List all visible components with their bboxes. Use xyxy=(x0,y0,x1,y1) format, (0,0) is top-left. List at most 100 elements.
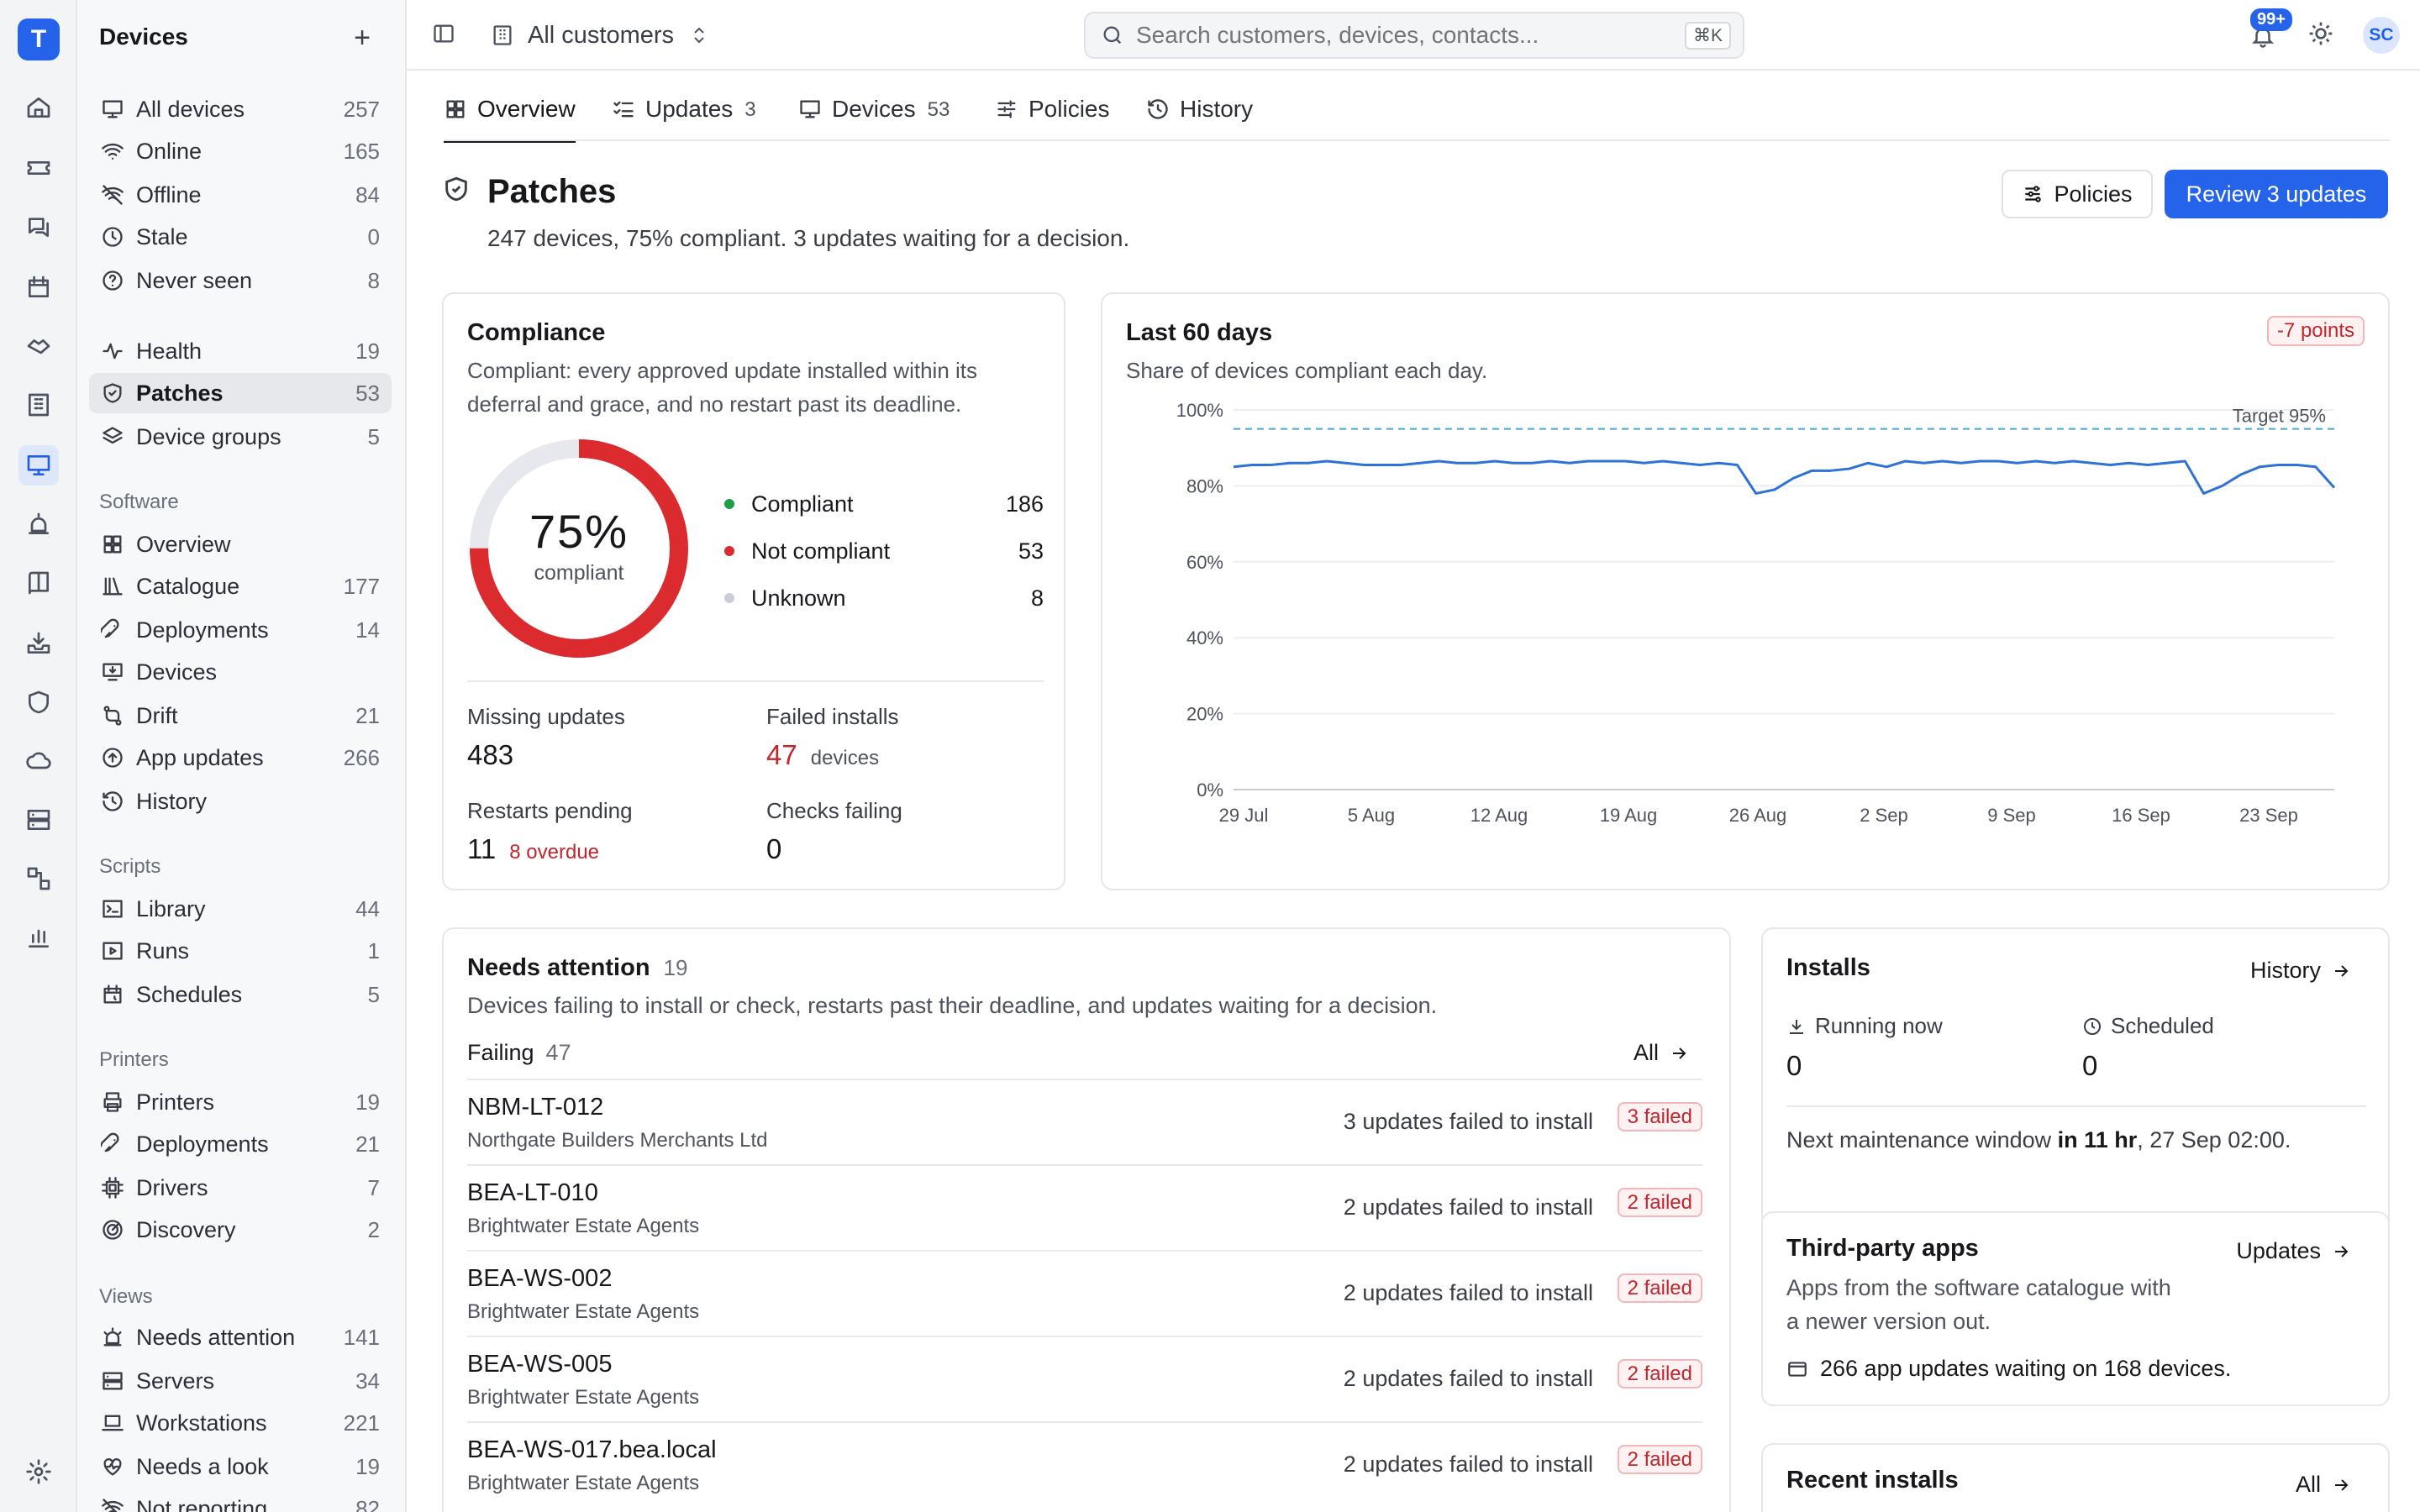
sidebar-item-needs-a-look[interactable]: Needs a look 19 xyxy=(89,1446,392,1487)
tab-devices[interactable]: Devices 53 xyxy=(798,96,950,143)
legend-item-compliant[interactable]: Compliant 186 xyxy=(724,487,1044,521)
sidebar: Devices + All devices 257 Online 165 Offline… xyxy=(77,0,407,1512)
tab-history[interactable]: History xyxy=(1146,96,1253,143)
recent-installs-all-link[interactable]: All xyxy=(2296,1472,2351,1498)
sidebar-item-count: 84 xyxy=(355,181,380,207)
installs-history-link[interactable]: History xyxy=(2250,958,2351,984)
sidebar-item-count: 21 xyxy=(355,702,380,728)
failing-all-link[interactable]: All xyxy=(1634,1040,1689,1066)
rail-item-monitor[interactable] xyxy=(18,445,59,486)
tab-updates[interactable]: Updates 3 xyxy=(612,96,756,143)
table-row[interactable]: BEA-LT-010 Brightwater Estate Agents 2 upd… xyxy=(467,1164,1702,1250)
sidebar-item-app-updates[interactable]: App updates 266 xyxy=(89,738,392,778)
tab-count: 53 xyxy=(927,98,950,121)
table-row[interactable]: BEA-WS-002 Brightwater Estate Agents 2 upd… xyxy=(467,1250,1702,1336)
legend-value: 186 xyxy=(1005,491,1044,517)
failed-installs-stat[interactable]: 47 devices xyxy=(766,739,879,771)
rail-item-settings[interactable] xyxy=(18,1452,59,1492)
avatar[interactable]: SC xyxy=(2363,17,2400,54)
sidebar-item-servers[interactable]: Servers 34 xyxy=(89,1361,392,1401)
sidebar-item-schedules[interactable]: Schedules 5 xyxy=(89,974,392,1015)
tab-overview[interactable]: Overview xyxy=(444,96,576,143)
sidebar-item-drivers[interactable]: Drivers 7 xyxy=(89,1168,392,1208)
trend-card: Last 60 days Share of devices compliant … xyxy=(1101,292,2390,890)
sidebar-item-patches[interactable]: Patches 53 xyxy=(89,373,392,413)
compliance-desc-1: Compliant: every approved update install… xyxy=(467,358,978,383)
sidebar-item-count: 21 xyxy=(355,1131,380,1157)
rail-item-workflow[interactable] xyxy=(18,858,59,899)
customer-selector[interactable]: All customers xyxy=(491,17,709,54)
sidebar-item-printers[interactable]: Printers 19 xyxy=(89,1082,392,1122)
sidebar-item-all-devices[interactable]: All devices 257 xyxy=(89,89,392,129)
review-updates-label: Review 3 updates xyxy=(2186,181,2367,207)
third-party-updates-link[interactable]: Updates xyxy=(2236,1238,2351,1264)
rail-item-bar-chart[interactable] xyxy=(18,917,59,958)
table-row[interactable]: BEA-WS-017.bea.local Brightwater Estate A… xyxy=(467,1421,1702,1507)
rail-item-server[interactable] xyxy=(18,800,59,840)
legend-item-not-compliant[interactable]: Not compliant 53 xyxy=(724,534,1044,568)
notifications-button[interactable]: 99+ xyxy=(2250,8,2292,52)
legend-item-unknown[interactable]: Unknown 8 xyxy=(724,581,1044,615)
failed-badge: 2 failed xyxy=(1617,1188,1702,1217)
arrow-right-icon xyxy=(2335,1245,2349,1257)
sidebar-item-label: Patches xyxy=(136,380,224,406)
cloud-icon xyxy=(26,752,51,769)
sidebar-item-catalogue[interactable]: Catalogue 177 xyxy=(89,566,392,606)
row-message: 2 updates failed to install xyxy=(1343,1366,1593,1391)
policies-button[interactable]: Policies xyxy=(2002,170,2153,218)
rail-item-ticket[interactable] xyxy=(18,148,59,188)
rail-item-chat[interactable] xyxy=(18,207,59,247)
sidebar-item-deployments[interactable]: Deployments 21 xyxy=(89,1124,392,1164)
rail-item-inbox-download[interactable] xyxy=(18,623,59,664)
sidebar-item-label: Offline xyxy=(136,181,202,207)
sidebar-item-stale[interactable]: Stale 0 xyxy=(89,217,392,257)
sidebar-toggle-icon[interactable] xyxy=(432,22,459,49)
table-row[interactable]: BEA-WS-005 Brightwater Estate Agents 2 upd… xyxy=(467,1336,1702,1421)
add-icon[interactable]: + xyxy=(354,21,371,54)
main-content: Overview Updates 3 Devices 53 Policies History… xyxy=(407,71,2420,1512)
app-logo[interactable]: T xyxy=(18,18,60,60)
sidebar-item-health[interactable]: Health 19 xyxy=(89,331,392,371)
rail-item-alarm[interactable] xyxy=(18,504,59,544)
rail-item-shield[interactable] xyxy=(18,682,59,722)
sidebar-item-history[interactable]: History xyxy=(89,781,392,822)
restarts-pending-stat: 11 8 overdue xyxy=(467,833,599,865)
rail-item-cloud[interactable] xyxy=(18,741,59,781)
failing-count: 47 xyxy=(545,1040,571,1065)
search-input[interactable] xyxy=(1136,22,1674,49)
sidebar-item-workstations[interactable]: Workstations 221 xyxy=(89,1403,392,1443)
tab-policies[interactable]: Policies xyxy=(995,96,1109,143)
grid-icon xyxy=(103,535,122,554)
rail-item-building[interactable] xyxy=(18,385,59,425)
sidebar-item-runs[interactable]: Runs 1 xyxy=(89,931,392,971)
sidebar-item-needs-attention[interactable]: Needs attention 141 xyxy=(89,1317,392,1357)
sidebar-item-drift[interactable]: Drift 21 xyxy=(89,696,392,736)
search-box[interactable]: ⌘K xyxy=(1084,12,1744,59)
sidebar-item-label: History xyxy=(136,788,208,814)
sidebar-item-library[interactable]: Library 44 xyxy=(89,889,392,929)
sidebar-item-online[interactable]: Online 165 xyxy=(89,131,392,171)
radar-icon xyxy=(103,1220,123,1240)
sidebar-item-not-reporting[interactable]: Not reporting 82 xyxy=(89,1488,392,1512)
rail-item-calendar[interactable] xyxy=(18,267,59,307)
sidebar-item-discovery[interactable]: Discovery 2 xyxy=(89,1210,392,1250)
sidebar-item-devices[interactable]: Devices xyxy=(89,652,392,692)
git-compare-icon xyxy=(103,706,122,726)
table-row[interactable]: NBM-LT-012 Northgate Builders Merchants L… xyxy=(467,1079,1702,1164)
sidebar-item-offline[interactable]: Offline 84 xyxy=(89,175,392,215)
rocket-icon xyxy=(101,1132,119,1152)
sidebar-item-device-groups[interactable]: Device groups 5 xyxy=(89,417,392,457)
sidebar-item-overview[interactable]: Overview xyxy=(89,524,392,564)
sidebar-item-never-seen[interactable]: Never seen 8 xyxy=(89,260,392,301)
library-icon xyxy=(103,577,123,596)
restarts-overdue[interactable]: 8 overdue xyxy=(509,841,600,864)
theme-toggle[interactable] xyxy=(2307,20,2334,51)
rail-item-book[interactable] xyxy=(18,563,59,603)
rail-item-home[interactable] xyxy=(18,87,59,128)
sidebar-item-deployments[interactable]: Deployments 14 xyxy=(89,610,392,650)
running-now-value: 0 xyxy=(1786,1050,1802,1081)
rail-item-handshake[interactable] xyxy=(18,326,59,366)
inbox-download-icon xyxy=(27,632,50,654)
needs-attention-desc: Devices failing to install or check, res… xyxy=(467,993,1438,1018)
review-updates-button[interactable]: Review 3 updates xyxy=(2165,170,2388,218)
